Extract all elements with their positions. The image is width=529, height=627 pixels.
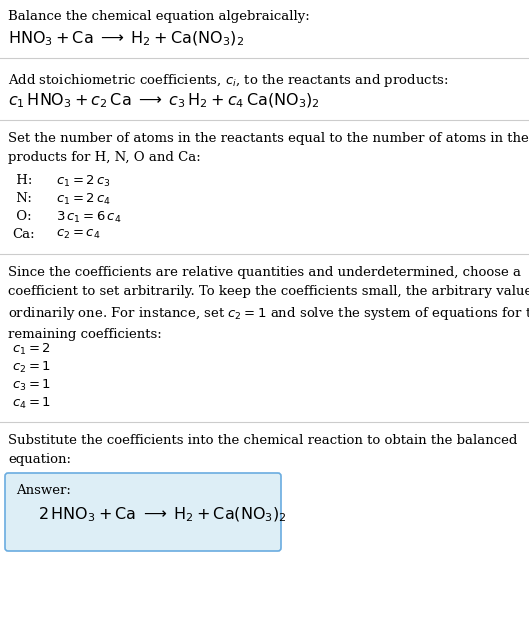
Text: O:: O:	[12, 210, 32, 223]
Text: $c_3 = 1$: $c_3 = 1$	[12, 378, 51, 393]
Text: N:: N:	[12, 192, 32, 205]
Text: $c_2 = c_4$: $c_2 = c_4$	[56, 228, 101, 241]
Text: $c_1 = 2$: $c_1 = 2$	[12, 342, 51, 357]
Text: H:: H:	[12, 174, 32, 187]
Text: Add stoichiometric coefficients, $c_i$, to the reactants and products:: Add stoichiometric coefficients, $c_i$, …	[8, 72, 449, 89]
Text: $c_2 = 1$: $c_2 = 1$	[12, 360, 51, 375]
Text: Since the coefficients are relative quantities and underdetermined, choose a
coe: Since the coefficients are relative quan…	[8, 266, 529, 341]
Text: Set the number of atoms in the reactants equal to the number of atoms in the
pro: Set the number of atoms in the reactants…	[8, 132, 529, 164]
Text: $c_1 = 2\,c_4$: $c_1 = 2\,c_4$	[56, 192, 111, 207]
Text: $c_1\,\mathrm{HNO_3} + c_2\,\mathrm{Ca} \;\longrightarrow\; c_3\,\mathrm{H_2} + : $c_1\,\mathrm{HNO_3} + c_2\,\mathrm{Ca} …	[8, 92, 320, 110]
FancyBboxPatch shape	[5, 473, 281, 551]
Text: Substitute the coefficients into the chemical reaction to obtain the balanced
eq: Substitute the coefficients into the che…	[8, 434, 517, 466]
Text: Ca:: Ca:	[12, 228, 34, 241]
Text: $3\,c_1 = 6\,c_4$: $3\,c_1 = 6\,c_4$	[56, 210, 122, 225]
Text: $c_4 = 1$: $c_4 = 1$	[12, 396, 51, 411]
Text: $c_1 = 2\,c_3$: $c_1 = 2\,c_3$	[56, 174, 111, 189]
Text: $2\,\mathrm{HNO_3} + \mathrm{Ca} \;\longrightarrow\; \mathrm{H_2} + \mathrm{Ca(N: $2\,\mathrm{HNO_3} + \mathrm{Ca} \;\long…	[38, 506, 287, 524]
Text: Answer:: Answer:	[16, 484, 71, 497]
Text: Balance the chemical equation algebraically:: Balance the chemical equation algebraica…	[8, 10, 310, 23]
Text: $\mathrm{HNO_3 + Ca \;\longrightarrow\; H_2 + Ca(NO_3)_2}$: $\mathrm{HNO_3 + Ca \;\longrightarrow\; …	[8, 30, 244, 48]
